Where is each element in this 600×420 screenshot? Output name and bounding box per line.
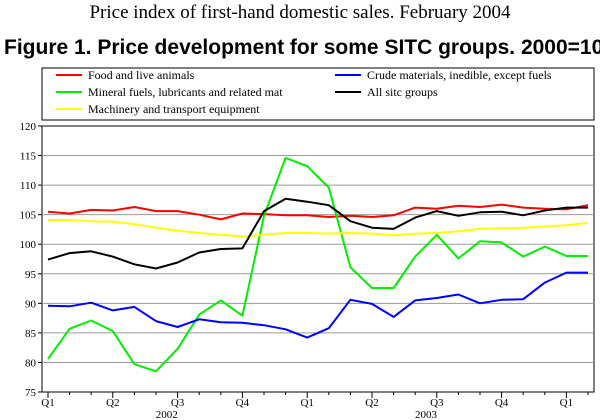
y-tick-label: 85 xyxy=(25,328,37,340)
x-tick-label: Q3 xyxy=(171,397,185,409)
y-tick-label: 120 xyxy=(20,121,37,133)
series-line-4 xyxy=(47,197,588,270)
legend-label: Food and live animals xyxy=(88,68,195,82)
x-tick-label: Q1 xyxy=(300,397,313,409)
x-year-label: 2002 xyxy=(156,409,178,420)
x-tick-label: Q4 xyxy=(236,397,250,409)
x-axis: Q1 Q2 Q3 Q4 Q1 Q2 Q3 Q4 Q1 2002 2003 xyxy=(41,392,589,420)
x-tick-label: Q1 xyxy=(41,397,54,409)
y-tick-label: 80 xyxy=(25,357,37,369)
y-tick-label: 105 xyxy=(20,210,37,222)
series-line-3 xyxy=(47,271,588,339)
y-axis: 75 80 85 90 95 100 105 110 115 120 xyxy=(20,121,42,399)
legend-label: Crude materials, inedible, except fuels xyxy=(367,68,552,82)
series-group xyxy=(47,156,589,373)
legend-label: Machinery and transport equipment xyxy=(88,102,260,116)
series-line-2 xyxy=(48,219,589,238)
x-tick-label: Q2 xyxy=(106,397,119,409)
y-tick-label: 100 xyxy=(20,239,37,251)
x-tick-label: Q2 xyxy=(365,397,378,409)
legend: Food and live animals Crude materials, in… xyxy=(56,68,552,116)
header: Price index of first-hand domestic sales… xyxy=(0,0,600,70)
y-tick-label: 95 xyxy=(25,269,37,281)
chart-title: Figure 1. Price development for some SIT… xyxy=(4,36,600,59)
plot-frame xyxy=(41,125,595,393)
gridlines xyxy=(42,155,594,363)
y-tick-label: 90 xyxy=(25,298,37,310)
legend-box xyxy=(41,67,595,121)
legend-label: All sitc groups xyxy=(367,85,438,99)
y-tick-label: 75 xyxy=(25,387,37,399)
y-tick-label: 110 xyxy=(20,180,37,192)
x-tick-label: Q4 xyxy=(495,397,509,409)
x-tick-label: Q1 xyxy=(560,397,573,409)
x-year-label: 2003 xyxy=(415,409,438,420)
page-supertitle: Price index of first-hand domestic sales… xyxy=(89,2,511,23)
series-line-1 xyxy=(47,156,588,373)
x-tick-label: Q3 xyxy=(430,397,444,409)
y-tick-label: 115 xyxy=(20,151,37,163)
legend-label: Mineral fuels, lubricants and related ma… xyxy=(88,85,283,99)
series-line-0 xyxy=(47,203,589,221)
